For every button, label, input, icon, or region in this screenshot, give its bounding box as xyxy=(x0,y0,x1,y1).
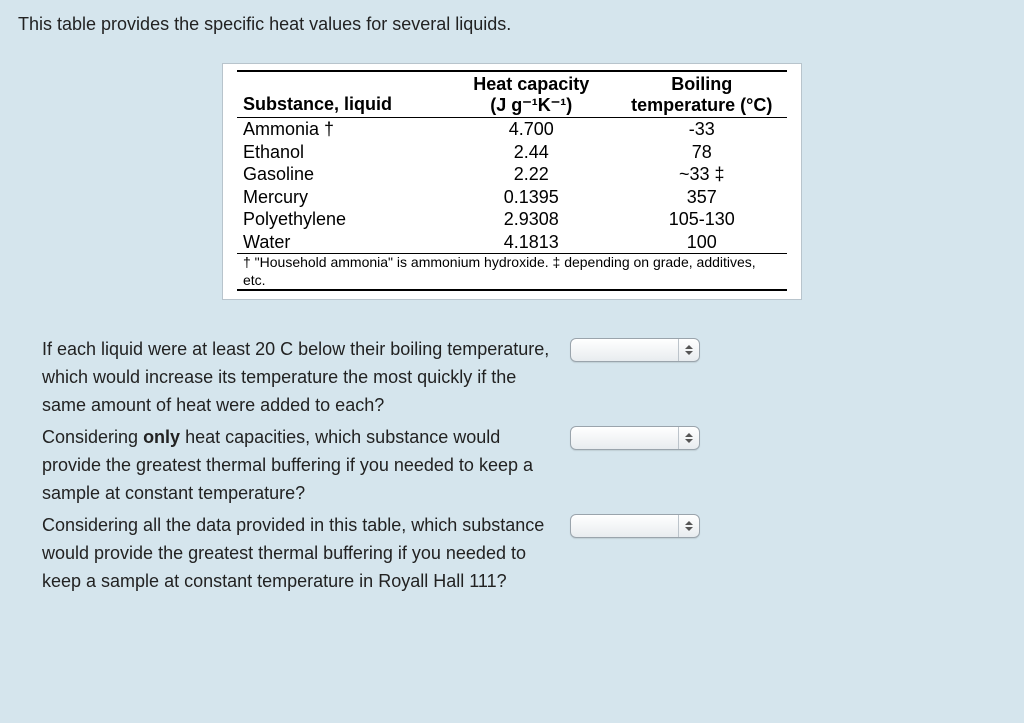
cell-heat-capacity: 4.700 xyxy=(446,118,617,141)
hc-header-line2: (J g⁻¹K⁻¹) xyxy=(490,95,572,115)
table-row: Mercury 0.1395 357 xyxy=(237,186,787,209)
stepper-arrows-icon xyxy=(678,427,693,449)
cell-substance: Ammonia † xyxy=(237,118,446,141)
cell-boiling-temp: 100 xyxy=(617,231,788,254)
stepper-arrows-icon xyxy=(678,339,693,361)
cell-heat-capacity: 2.9308 xyxy=(446,208,617,231)
cell-boiling-temp: -33 xyxy=(617,118,788,141)
table-row: Ethanol 2.44 78 xyxy=(237,141,787,164)
cell-substance: Water xyxy=(237,231,446,254)
table-row: Water 4.1813 100 xyxy=(237,231,787,254)
cell-boiling-temp: 357 xyxy=(617,186,788,209)
q2-pre: Considering xyxy=(42,427,143,447)
answer-1-select[interactable] xyxy=(570,338,700,362)
table-footnote-row: † "Household ammonia" is ammonium hydrox… xyxy=(237,254,787,291)
question-row-2: Considering only heat capacities, which … xyxy=(42,424,982,508)
data-table-card: Substance, liquid Heat capacity (J g⁻¹K⁻… xyxy=(222,63,802,300)
hc-header-line1: Heat capacity xyxy=(473,74,589,94)
question-1-text: If each liquid were at least 20 C below … xyxy=(42,336,552,420)
bt-header-line2: temperature (°C) xyxy=(631,95,772,115)
col-header-substance: Substance, liquid xyxy=(237,71,446,118)
questions-block: If each liquid were at least 20 C below … xyxy=(18,336,1006,595)
question-row-3: Considering all the data provided in thi… xyxy=(42,512,982,596)
cell-heat-capacity: 4.1813 xyxy=(446,231,617,254)
stepper-arrows-icon xyxy=(678,515,693,537)
table-row: Ammonia † 4.700 -33 xyxy=(237,118,787,141)
table-row: Polyethylene 2.9308 105-130 xyxy=(237,208,787,231)
cell-substance: Ethanol xyxy=(237,141,446,164)
table-footnote: † "Household ammonia" is ammonium hydrox… xyxy=(237,254,787,291)
cell-boiling-temp: 105-130 xyxy=(617,208,788,231)
answer-3-select[interactable] xyxy=(570,514,700,538)
cell-heat-capacity: 2.44 xyxy=(446,141,617,164)
question-row-1: If each liquid were at least 20 C below … xyxy=(42,336,982,420)
col-header-heat-capacity: Heat capacity (J g⁻¹K⁻¹) xyxy=(446,71,617,118)
intro-text: This table provides the specific heat va… xyxy=(18,14,1006,35)
col-header-boiling-temp: Boiling temperature (°C) xyxy=(617,71,788,118)
cell-substance: Mercury xyxy=(237,186,446,209)
table-row: Gasoline 2.22 ~33 ‡ xyxy=(237,163,787,186)
cell-boiling-temp: ~33 ‡ xyxy=(617,163,788,186)
bt-header-line1: Boiling xyxy=(671,74,732,94)
question-3-text: Considering all the data provided in thi… xyxy=(42,512,552,596)
cell-heat-capacity: 0.1395 xyxy=(446,186,617,209)
q2-bold: only xyxy=(143,427,180,447)
heat-capacity-table: Substance, liquid Heat capacity (J g⁻¹K⁻… xyxy=(237,70,787,291)
question-2-text: Considering only heat capacities, which … xyxy=(42,424,552,508)
cell-substance: Gasoline xyxy=(237,163,446,186)
answer-2-select[interactable] xyxy=(570,426,700,450)
cell-heat-capacity: 2.22 xyxy=(446,163,617,186)
cell-boiling-temp: 78 xyxy=(617,141,788,164)
cell-substance: Polyethylene xyxy=(237,208,446,231)
